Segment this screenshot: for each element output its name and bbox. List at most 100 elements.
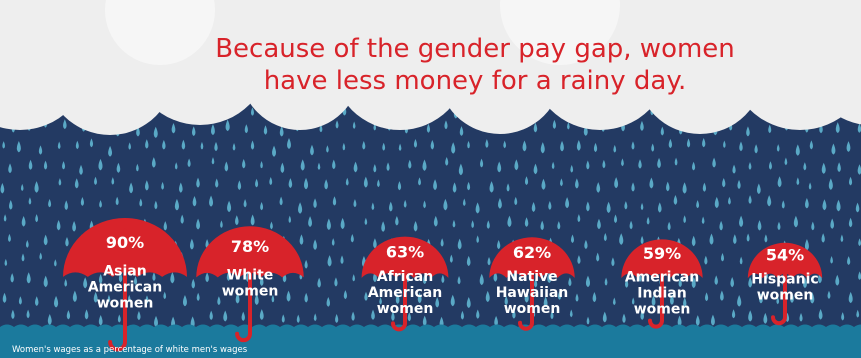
rain-drop <box>423 200 426 209</box>
rain-drop <box>286 290 291 302</box>
rain-drop <box>162 139 166 150</box>
rain-drop <box>837 162 841 173</box>
rain-drop <box>728 196 731 205</box>
rain-drop <box>586 316 590 325</box>
rain-drop <box>805 197 809 209</box>
rain-drop <box>196 177 200 188</box>
water-wave <box>0 324 861 330</box>
rain-drop <box>313 239 317 250</box>
rain-drop <box>98 274 103 284</box>
rain-drop <box>485 139 489 148</box>
rain-drop <box>746 233 750 242</box>
rain-drop <box>310 144 314 156</box>
rain-drop <box>43 160 48 170</box>
rain-drop <box>111 177 115 185</box>
rain-drop <box>211 157 215 165</box>
rain-drop <box>614 177 619 189</box>
rain-drop <box>640 235 644 245</box>
rain-drop <box>21 215 26 227</box>
rain-drop <box>136 163 139 172</box>
rain-drop <box>192 126 196 136</box>
rain-drop <box>543 296 548 308</box>
rain-drop <box>53 295 59 308</box>
rain-drop <box>127 294 131 303</box>
rain-drop <box>259 276 264 287</box>
rain-drop <box>701 216 705 224</box>
rain-drop <box>651 295 656 306</box>
rain-drop <box>739 215 744 228</box>
rain-drop <box>317 277 321 288</box>
rain-drop <box>335 313 339 323</box>
rain-drop <box>214 141 218 152</box>
rain-drop <box>154 200 158 210</box>
value-label: 62% <box>513 243 551 262</box>
rain-drop <box>466 255 471 267</box>
rain-drop <box>317 162 321 170</box>
rain-drop <box>462 198 466 206</box>
rain-drop <box>26 272 31 284</box>
rain-drop <box>614 214 618 223</box>
rain-drop <box>440 238 444 247</box>
rain-drop <box>611 257 615 267</box>
rain-drop <box>118 272 123 283</box>
rain-drop <box>497 239 501 250</box>
rain-drop <box>215 178 219 188</box>
rain-drop <box>479 273 484 286</box>
rain-drop <box>232 142 236 151</box>
rain-drop <box>250 214 255 226</box>
rain-drop <box>187 158 191 167</box>
rain-drop <box>548 201 552 210</box>
rain-drop <box>413 221 418 232</box>
rain-drop <box>308 216 312 228</box>
rain-drop <box>2 292 7 303</box>
rain-drop <box>352 274 356 282</box>
rain-drop <box>710 314 715 326</box>
rain-drop <box>406 272 410 283</box>
rain-drop <box>145 295 149 304</box>
rain-drop <box>533 122 538 133</box>
rain-drop <box>593 142 598 153</box>
rain-drop <box>777 221 781 231</box>
cloud-puff <box>240 10 360 130</box>
rain-drop <box>128 142 132 150</box>
rain-drop <box>161 181 164 190</box>
rain-drop <box>382 142 386 151</box>
rain-drop <box>612 297 616 306</box>
rain-drop <box>784 157 788 166</box>
rain-drop <box>557 290 562 300</box>
rain-drop <box>714 196 719 209</box>
rain-drop <box>522 140 527 152</box>
rain-drop <box>43 234 48 246</box>
umbrella-2: 78% White women <box>196 226 304 343</box>
value-label: 63% <box>386 242 424 261</box>
rain-drop <box>364 217 368 225</box>
rain-drop <box>300 159 305 171</box>
rain-drop <box>830 255 833 264</box>
rain-drop <box>3 214 7 222</box>
rain-drop <box>657 202 662 213</box>
rain-drop <box>777 176 782 188</box>
rain-drop <box>11 309 15 319</box>
rain-drop <box>638 274 642 282</box>
rain-drop <box>504 295 508 306</box>
rain-drop <box>54 259 57 267</box>
category-label: African American women <box>368 269 442 317</box>
rain-drop <box>575 293 579 302</box>
rain-drop <box>426 123 431 133</box>
rain-drop <box>795 144 800 156</box>
rain-drop <box>621 158 624 167</box>
rain-drop <box>154 315 158 327</box>
rain-drop <box>94 176 97 185</box>
rain-drop <box>818 309 823 320</box>
rain-drop <box>480 158 484 168</box>
rain-drop <box>137 310 141 321</box>
rain-drop <box>303 177 309 190</box>
rain-drop <box>379 297 382 305</box>
rain-drop <box>576 140 581 151</box>
rain-drop <box>533 163 538 175</box>
rain-drop <box>108 145 113 157</box>
rain-drop <box>89 138 94 148</box>
rain-drop <box>702 182 707 192</box>
rain-drop <box>210 124 215 136</box>
rain-drop <box>569 309 573 318</box>
